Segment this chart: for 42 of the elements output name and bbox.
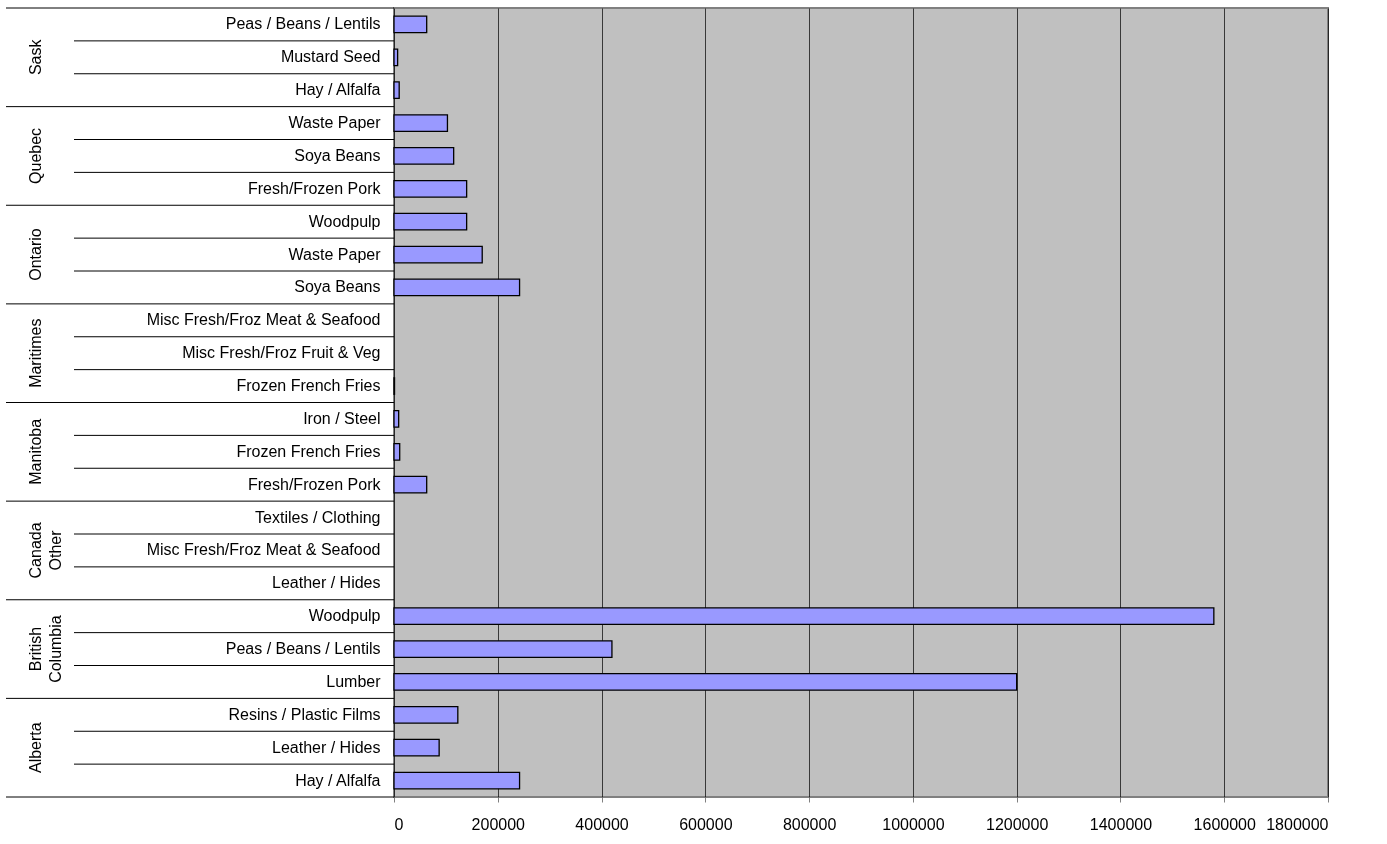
y-tick-label: Waste Paper: [288, 114, 382, 132]
x-tick-label: 1800000: [1266, 815, 1329, 833]
x-tick-label: 0: [394, 815, 404, 833]
y-tick-label: Mustard Seed: [280, 48, 381, 66]
y-tick-label: Hay / Alfalfa: [295, 771, 381, 789]
y-tick-label: Fresh/Frozen Pork: [248, 475, 382, 493]
y-tick-label: Frozen French Fries: [236, 377, 381, 395]
y-tick-label: Peas / Beans / Lentils: [225, 640, 381, 658]
x-tick-label: 400000: [575, 815, 629, 833]
x-tick-label: 1600000: [1193, 815, 1256, 833]
y-tick-label: Iron / Steel: [303, 409, 381, 427]
y-tick-label: Woodpulp: [308, 607, 381, 625]
y-tick-label: Frozen French Fries: [236, 442, 381, 460]
y-tick-label: Hay / Alfalfa: [295, 81, 381, 99]
y-tick-label: Misc Fresh/Froz Meat & Seafood: [146, 541, 381, 559]
y-tick-label: Leather / Hides: [271, 738, 381, 756]
x-tick-label: 1200000: [986, 815, 1049, 833]
text: Canada Other: [27, 522, 64, 579]
y-tick-label: Leather / Hides: [271, 574, 381, 592]
text: Quebec: [27, 127, 44, 184]
y-tick-label: Waste Paper: [288, 245, 382, 263]
x-tick-label: 200000: [471, 815, 526, 833]
text: Manitoba: [27, 418, 44, 485]
x-tick-label: 600000: [679, 815, 733, 833]
y-tick-label: Soya Beans: [294, 146, 381, 164]
y-tick-label: Fresh/Frozen Pork: [248, 179, 382, 197]
y-tick-label: Woodpulp: [308, 212, 381, 230]
y-tick-label: Lumber: [326, 672, 382, 690]
y-tick-label: Soya Beans: [294, 278, 381, 296]
y-tick-label: Misc Fresh/Froz Fruit & Veg: [182, 344, 381, 362]
text: Sask: [27, 38, 44, 76]
y-tick-label: Textiles / Clothing: [255, 508, 381, 526]
text: Alberta: [27, 722, 44, 774]
text: British Columbia: [27, 615, 64, 683]
text: Maritimes: [27, 318, 44, 388]
x-tick-label: 1400000: [1089, 815, 1153, 833]
x-tick-label: 800000: [782, 815, 837, 833]
text: Ontario: [27, 228, 44, 281]
y-tick-label: Peas / Beans / Lentils: [225, 15, 381, 33]
x-tick-label: 1000000: [882, 815, 945, 833]
y-tick-label: Misc Fresh/Froz Meat & Seafood: [146, 311, 381, 329]
y-tick-label: Resins / Plastic Films: [228, 705, 381, 723]
